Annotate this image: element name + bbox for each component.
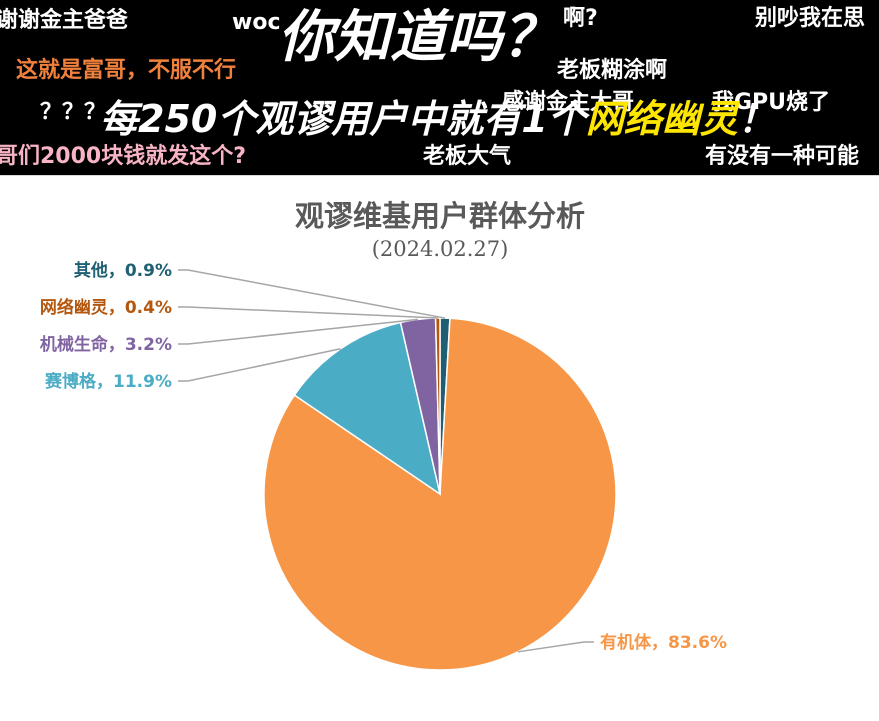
headline-prefix: 每250个观谬用户中就有1个 — [100, 97, 586, 141]
danmaku-comment: 啊? — [563, 6, 598, 31]
leader-line — [178, 306, 438, 319]
danmaku-comment: 老板糊涂啊 — [557, 58, 668, 83]
danmaku-comment: 哥们2000块钱就发这个? — [0, 144, 246, 169]
slice-labels: 其他，0.9% 有机体，83.6% 赛博格，11.9% 机械生命，3.2% 网络幽灵，0… — [40, 260, 727, 653]
chart-subtitle: (2024.02.27) — [372, 237, 509, 261]
danmaku-comment: 这就是富哥，不服不行 — [16, 58, 237, 83]
leader-line — [517, 641, 594, 653]
danmaku-comment: 感谢金主大哥 — [502, 90, 635, 115]
headline-highlight: 网络幽灵 — [585, 97, 738, 141]
danmaku-comment: 谢谢金主爸爸 — [0, 8, 129, 33]
slice-label: 网络幽灵，0.4% — [40, 297, 172, 318]
danmaku-comment: ？？？ — [40, 100, 107, 125]
headline-line1: 你知道吗？ — [278, 5, 558, 70]
danmaku-comment: 别吵我在思 — [755, 6, 866, 31]
leader-lines — [178, 269, 594, 653]
danmaku-comment: 我GPU烧了 — [712, 90, 831, 115]
leader-line — [178, 269, 446, 319]
headline-line2: 每250个观谬用户中就有1个网络幽灵！ — [100, 100, 776, 138]
pie-chart: 观谬维基用户群体分析 (2024.02.27) 其他，0.9% 有机体，83.6%… — [0, 175, 879, 721]
slice-label: 其他，0.9% — [74, 260, 172, 281]
danmaku-comment: woc — [232, 10, 281, 35]
headline-suffix: ！ — [737, 97, 776, 141]
danmaku-comment: 老板大气 — [423, 144, 512, 169]
danmaku-banner: 谢谢金主爸爸 woc 啊? 别吵我在思 这就是富哥，不服不行 老板糊涂啊 ？？？… — [0, 0, 879, 175]
slice-label: 有机体，83.6% — [600, 632, 727, 653]
pie-slices — [263, 317, 617, 671]
leader-line — [178, 318, 419, 345]
pie-chart-svg: 观谬维基用户群体分析 (2024.02.27) 其他，0.9% 有机体，83.6%… — [40, 199, 727, 671]
danmaku-comment: 有没有一种可能 — [705, 144, 860, 169]
slice-label: 机械生命，3.2% — [40, 334, 172, 355]
leader-line — [178, 348, 341, 382]
slice-label: 赛博格，11.9% — [44, 371, 172, 392]
chart-title: 观谬维基用户群体分析 — [295, 199, 585, 233]
